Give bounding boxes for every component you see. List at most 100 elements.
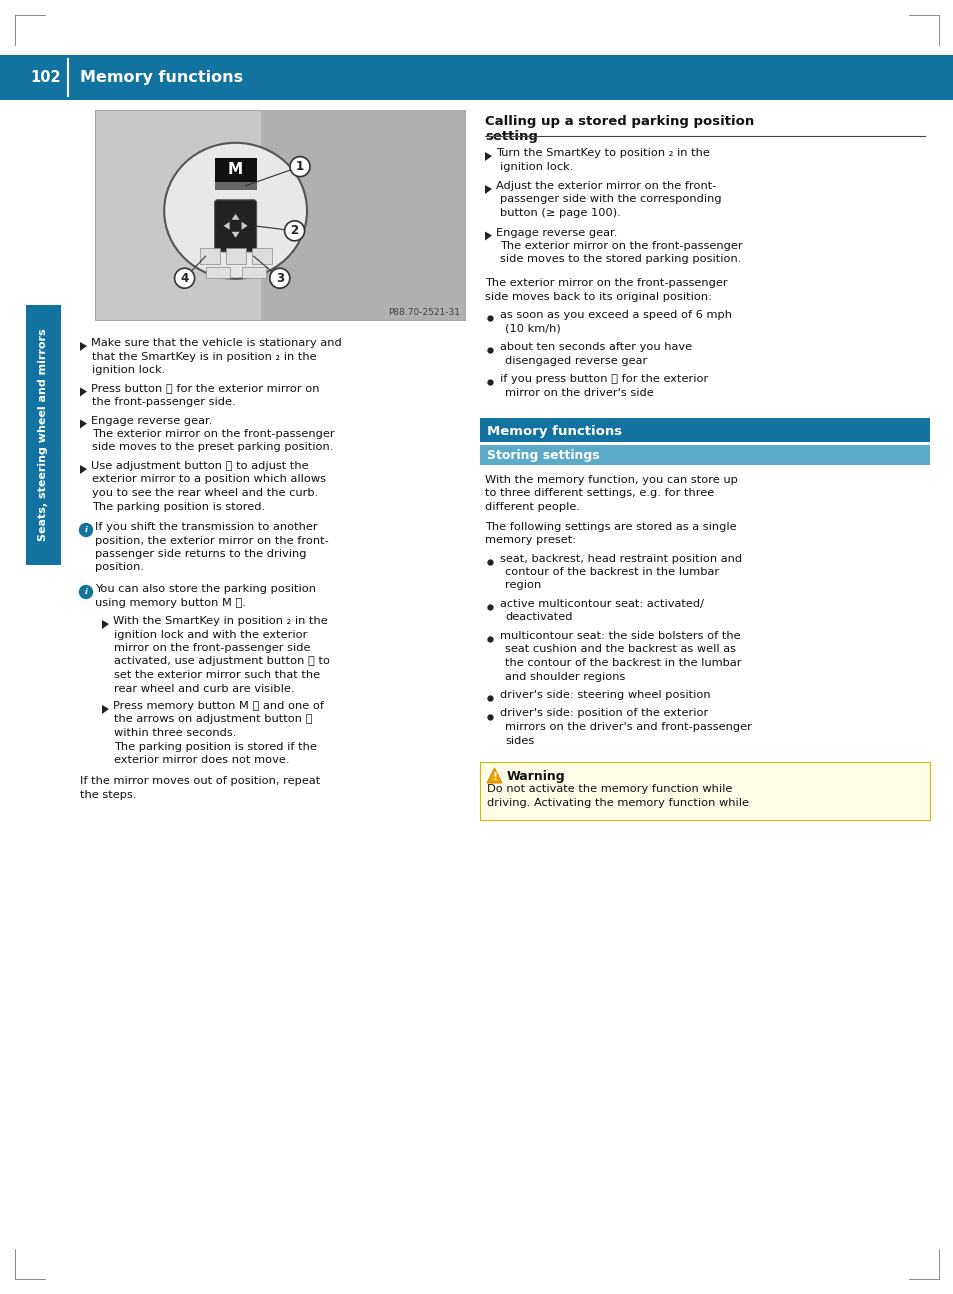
Text: You can also store the parking position: You can also store the parking position — [95, 584, 315, 594]
Text: 102: 102 — [30, 70, 61, 85]
Bar — [206, 267, 230, 278]
Bar — [26, 305, 61, 565]
Text: setting: setting — [484, 129, 537, 144]
Text: Engage reverse gear.: Engage reverse gear. — [91, 415, 213, 426]
Text: Press button ⓒ for the exterior mirror on: Press button ⓒ for the exterior mirror o… — [91, 383, 319, 393]
Text: and shoulder regions: and shoulder regions — [504, 672, 625, 682]
Text: Adjust the exterior mirror on the front-: Adjust the exterior mirror on the front- — [496, 181, 716, 192]
Polygon shape — [80, 387, 87, 396]
Text: that the SmartKey is in position ₂ in the: that the SmartKey is in position ₂ in th… — [91, 352, 316, 361]
Text: as soon as you exceed a speed of 6 mph: as soon as you exceed a speed of 6 mph — [499, 311, 731, 320]
Text: the arrows on adjustment button ⓑ: the arrows on adjustment button ⓑ — [113, 714, 313, 725]
Bar — [479, 762, 929, 820]
Text: Make sure that the vehicle is stationary and: Make sure that the vehicle is stationary… — [91, 338, 341, 348]
Text: you to see the rear wheel and the curb.: you to see the rear wheel and the curb. — [91, 488, 318, 498]
Bar — [214, 181, 256, 190]
Circle shape — [174, 268, 194, 289]
Text: The parking position is stored if the: The parking position is stored if the — [113, 741, 316, 752]
Text: seat cushion and the backrest as well as: seat cushion and the backrest as well as — [504, 644, 735, 655]
Text: deactivated: deactivated — [504, 612, 572, 622]
Ellipse shape — [164, 142, 307, 278]
Text: Do not activate the memory function while: Do not activate the memory function whil… — [486, 784, 732, 795]
Text: driver's side: position of the exterior: driver's side: position of the exterior — [499, 709, 707, 718]
Text: using memory button M ⓐ.: using memory button M ⓐ. — [95, 598, 246, 607]
Text: about ten seconds after you have: about ten seconds after you have — [499, 342, 691, 352]
Text: Warning: Warning — [506, 770, 565, 783]
Text: ignition lock.: ignition lock. — [499, 162, 573, 172]
Text: driver's side: steering wheel position: driver's side: steering wheel position — [499, 690, 710, 700]
Polygon shape — [80, 419, 87, 428]
Text: If you shift the transmission to another: If you shift the transmission to another — [95, 521, 317, 532]
Text: Turn the SmartKey to position ₂ in the: Turn the SmartKey to position ₂ in the — [496, 148, 709, 158]
Text: 4: 4 — [180, 272, 189, 285]
Polygon shape — [484, 185, 492, 194]
Polygon shape — [486, 769, 501, 783]
Text: disengaged reverse gear: disengaged reverse gear — [504, 356, 646, 365]
Text: to three different settings, e.g. for three: to three different settings, e.g. for th… — [484, 489, 714, 498]
Text: memory preset:: memory preset: — [484, 534, 576, 545]
Text: (10 km/h): (10 km/h) — [504, 324, 560, 334]
Text: i: i — [85, 525, 88, 534]
Text: the steps.: the steps. — [80, 791, 136, 800]
Text: The exterior mirror on the front-passenger: The exterior mirror on the front-passeng… — [91, 430, 335, 439]
Text: i: i — [85, 587, 88, 597]
Bar — [252, 248, 272, 264]
Text: 3: 3 — [275, 272, 284, 285]
Bar — [479, 445, 929, 465]
Polygon shape — [484, 232, 492, 241]
Text: Use adjustment button ⓑ to adjust the: Use adjustment button ⓑ to adjust the — [91, 461, 309, 471]
Polygon shape — [232, 232, 239, 238]
Text: 1: 1 — [295, 160, 304, 173]
Text: different people.: different people. — [484, 502, 579, 512]
Bar — [214, 158, 256, 181]
Polygon shape — [102, 705, 109, 714]
Polygon shape — [241, 221, 248, 230]
Text: set the exterior mirror such that the: set the exterior mirror such that the — [113, 670, 320, 681]
Bar — [0, 56, 953, 100]
Text: ignition lock.: ignition lock. — [91, 365, 165, 375]
Text: region: region — [504, 581, 540, 590]
Bar — [261, 110, 464, 320]
Text: position.: position. — [95, 563, 144, 572]
Circle shape — [284, 221, 304, 241]
Text: The parking position is stored.: The parking position is stored. — [91, 502, 265, 511]
Text: exterior mirror does not move.: exterior mirror does not move. — [113, 754, 289, 765]
Bar — [225, 248, 245, 264]
Text: the contour of the backrest in the lumbar: the contour of the backrest in the lumba… — [504, 659, 740, 668]
Text: multicontour seat: the side bolsters of the: multicontour seat: the side bolsters of … — [499, 631, 740, 641]
Text: P88.70-2521-31: P88.70-2521-31 — [388, 308, 459, 317]
Text: driving. Activating the memory function while: driving. Activating the memory function … — [486, 797, 748, 807]
Text: side moves to the preset parking position.: side moves to the preset parking positio… — [91, 443, 333, 453]
Text: side moves back to its original position:: side moves back to its original position… — [484, 291, 711, 302]
Bar — [479, 418, 929, 443]
Polygon shape — [232, 214, 239, 220]
FancyBboxPatch shape — [214, 199, 256, 252]
Text: M: M — [228, 162, 243, 177]
Text: active multicontour seat: activated/: active multicontour seat: activated/ — [499, 599, 703, 609]
Text: ignition lock and with the exterior: ignition lock and with the exterior — [113, 629, 307, 639]
Polygon shape — [484, 151, 492, 160]
Text: The following settings are stored as a single: The following settings are stored as a s… — [484, 521, 736, 532]
Text: With the memory function, you can store up: With the memory function, you can store … — [484, 475, 737, 485]
Text: within three seconds.: within three seconds. — [113, 729, 236, 738]
Text: !: ! — [492, 773, 497, 782]
Text: exterior mirror to a position which allows: exterior mirror to a position which allo… — [91, 475, 326, 484]
Polygon shape — [80, 465, 87, 474]
Polygon shape — [80, 342, 87, 351]
Text: sides: sides — [504, 735, 534, 745]
Circle shape — [79, 524, 92, 537]
Text: button (≥ page 100).: button (≥ page 100). — [499, 208, 620, 217]
Circle shape — [290, 157, 310, 176]
Text: Engage reverse gear.: Engage reverse gear. — [496, 228, 617, 238]
Polygon shape — [102, 620, 109, 629]
Text: With the SmartKey in position ₂ in the: With the SmartKey in position ₂ in the — [112, 616, 328, 626]
Text: contour of the backrest in the lumbar: contour of the backrest in the lumbar — [504, 567, 719, 577]
Text: the front-passenger side.: the front-passenger side. — [91, 397, 235, 408]
Text: activated, use adjustment button ⓑ to: activated, use adjustment button ⓑ to — [113, 656, 330, 666]
Text: seat, backrest, head restraint position and: seat, backrest, head restraint position … — [499, 554, 741, 563]
Text: mirror on the driver's side: mirror on the driver's side — [504, 387, 653, 397]
Text: Calling up a stored parking position: Calling up a stored parking position — [484, 115, 754, 128]
Text: 2: 2 — [291, 224, 298, 237]
Circle shape — [79, 585, 92, 599]
Text: rear wheel and curb are visible.: rear wheel and curb are visible. — [113, 683, 294, 694]
